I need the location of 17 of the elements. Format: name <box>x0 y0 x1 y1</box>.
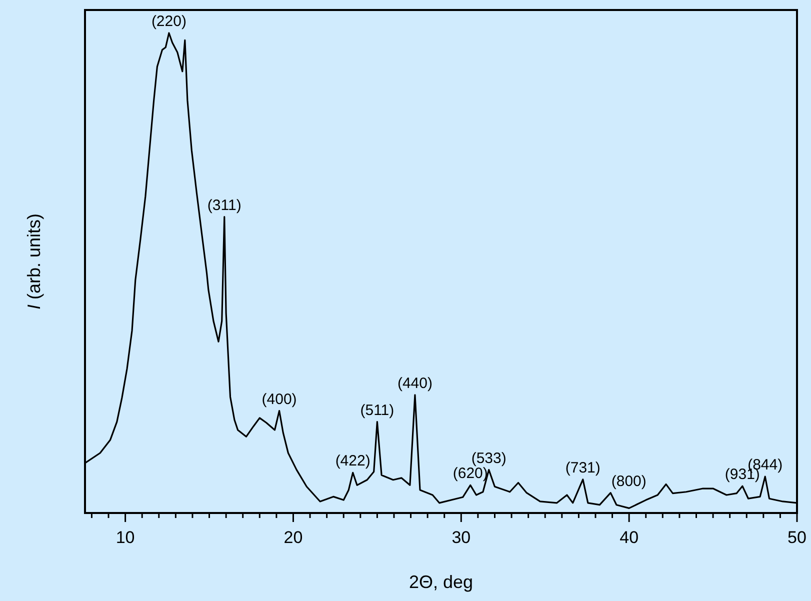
annotation: (511) <box>360 402 394 419</box>
annotation: (400) <box>262 390 297 408</box>
x-tick-label: 40 <box>620 528 639 547</box>
x-tick-label: 50 <box>788 528 806 547</box>
x-tick-label: 10 <box>116 528 135 547</box>
annotation: (620) <box>452 465 488 482</box>
x-axis-title: 2Θ, deg <box>408 572 474 592</box>
y-axis-title: I (arb. units) <box>24 213 44 310</box>
annotation: (220) <box>151 13 186 30</box>
annotation: (422) <box>335 452 370 470</box>
annotation: (533) <box>471 450 506 467</box>
x-tick-label: 20 <box>284 528 303 547</box>
annotation: (311) <box>207 196 242 214</box>
annotation: (440) <box>397 374 432 392</box>
x-tick-label: 30 <box>452 528 471 547</box>
annotation: (800) <box>611 472 646 490</box>
annotation: (731) <box>565 459 600 476</box>
